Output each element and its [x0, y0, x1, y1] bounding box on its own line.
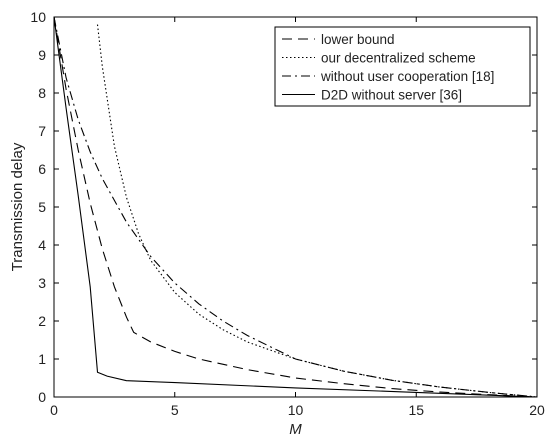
x-tick-label: 15: [408, 402, 424, 418]
series-line-3: [53, 16, 538, 398]
y-tick-label: 3: [38, 275, 46, 291]
legend: lower bound our decentralized scheme witho…: [274, 26, 531, 107]
y-tick-label: 6: [38, 161, 46, 177]
legend-label-2: without user cooperation [18]: [320, 69, 494, 84]
y-tick-label: 7: [38, 123, 46, 139]
x-tick-label: 20: [529, 402, 545, 418]
x-axis-label: M: [289, 421, 302, 438]
y-tick-label: 9: [38, 47, 46, 63]
series-line-1: [96, 24, 538, 398]
legend-label-0: lower bound: [321, 32, 395, 47]
x-tick-label: 5: [171, 402, 179, 418]
legend-label-3: D2D without server [36]: [321, 88, 462, 103]
series-line-0: [53, 16, 538, 398]
x-tick-label: 10: [288, 402, 304, 418]
y-tick-label: 0: [38, 389, 46, 405]
y-tick-label: 4: [38, 237, 46, 253]
x-tick-label: 0: [50, 402, 58, 418]
y-axis-label: Transmission delay: [9, 142, 26, 271]
y-tick-label: 8: [38, 85, 46, 101]
series-layer: [53, 16, 538, 398]
legend-label-1: our decentralized scheme: [321, 51, 476, 66]
y-tick-label: 2: [38, 313, 46, 329]
y-tick-label: 10: [30, 9, 46, 25]
series-line-2: [53, 16, 538, 398]
y-tick-label: 1: [38, 351, 46, 367]
y-tick-label: 5: [38, 199, 46, 215]
tick-layer: 0 5 10 15 20 0 1 2 3 4 5 6 7 8 9 10: [30, 9, 545, 418]
legend-box: [274, 26, 531, 107]
